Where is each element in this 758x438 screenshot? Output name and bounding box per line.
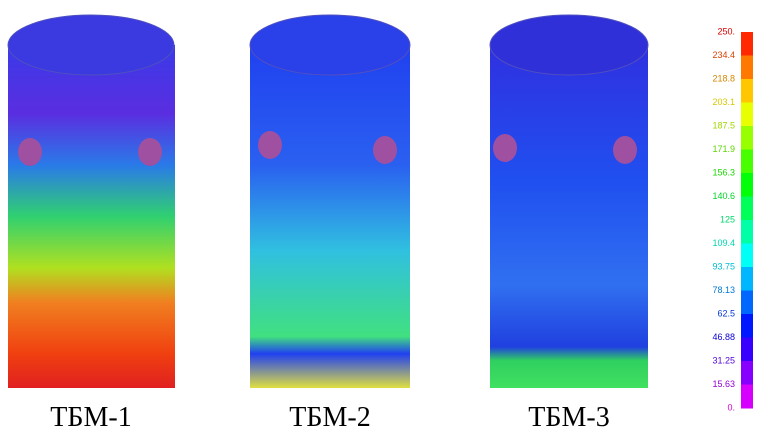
cylinder-3 (490, 15, 648, 388)
colorbar-label: 93.75 (712, 261, 735, 271)
colorbar-label: 171.9 (712, 144, 735, 154)
colorbar-swatch (741, 56, 753, 80)
colorbar-label: 109.4 (712, 238, 735, 248)
colorbar-swatch (741, 220, 753, 244)
colorbar-label: 156.3 (712, 167, 735, 177)
colorbar-swatch (741, 361, 753, 385)
colorbar-label: 31.25 (712, 355, 735, 365)
colorbar-swatch (741, 126, 753, 150)
colorbar-swatch (741, 32, 753, 56)
colorbar-swatch (741, 103, 753, 127)
colorbar-swatch (741, 197, 753, 221)
panel-label: ТБМ-1 (50, 402, 131, 433)
colorbar-label: 78.13 (712, 285, 735, 295)
panel-label: ТБМ-3 (528, 402, 609, 433)
colorbar-swatch (741, 173, 753, 197)
colorbar-label: 250. (717, 26, 735, 36)
colorbar-swatch (741, 79, 753, 103)
colorbar-label: 203.1 (712, 97, 735, 107)
colorbar-label: 218.8 (712, 73, 735, 83)
colorbar-swatch (741, 385, 753, 409)
colorbar-label: 15.63 (712, 379, 735, 389)
colorbar-swatch (741, 244, 753, 268)
colorbar-swatch (741, 150, 753, 174)
colorbar-label: 62.5 (717, 308, 735, 318)
colorbar-label: 46.88 (712, 332, 735, 342)
colorbar-swatch (741, 338, 753, 362)
panel-label: ТБМ-2 (289, 402, 370, 433)
colorbar-label: 187.5 (712, 120, 735, 130)
cylinder-2 (250, 15, 410, 388)
colorbar-swatch (741, 314, 753, 338)
figure: ТБМ-1 ТБМ-2 ТБМ-3 250. 234.4 218.8 203.1 187.5… (0, 0, 758, 438)
colorbar-label: 125 (720, 214, 735, 224)
colorbar-label: 234.4 (712, 50, 735, 60)
cylinder-1 (8, 15, 175, 388)
colorbar-swatch (741, 267, 753, 291)
colorbar-label: 0. (727, 402, 735, 412)
colorbar-swatch (741, 291, 753, 315)
colorbar-label: 140.6 (712, 191, 735, 201)
